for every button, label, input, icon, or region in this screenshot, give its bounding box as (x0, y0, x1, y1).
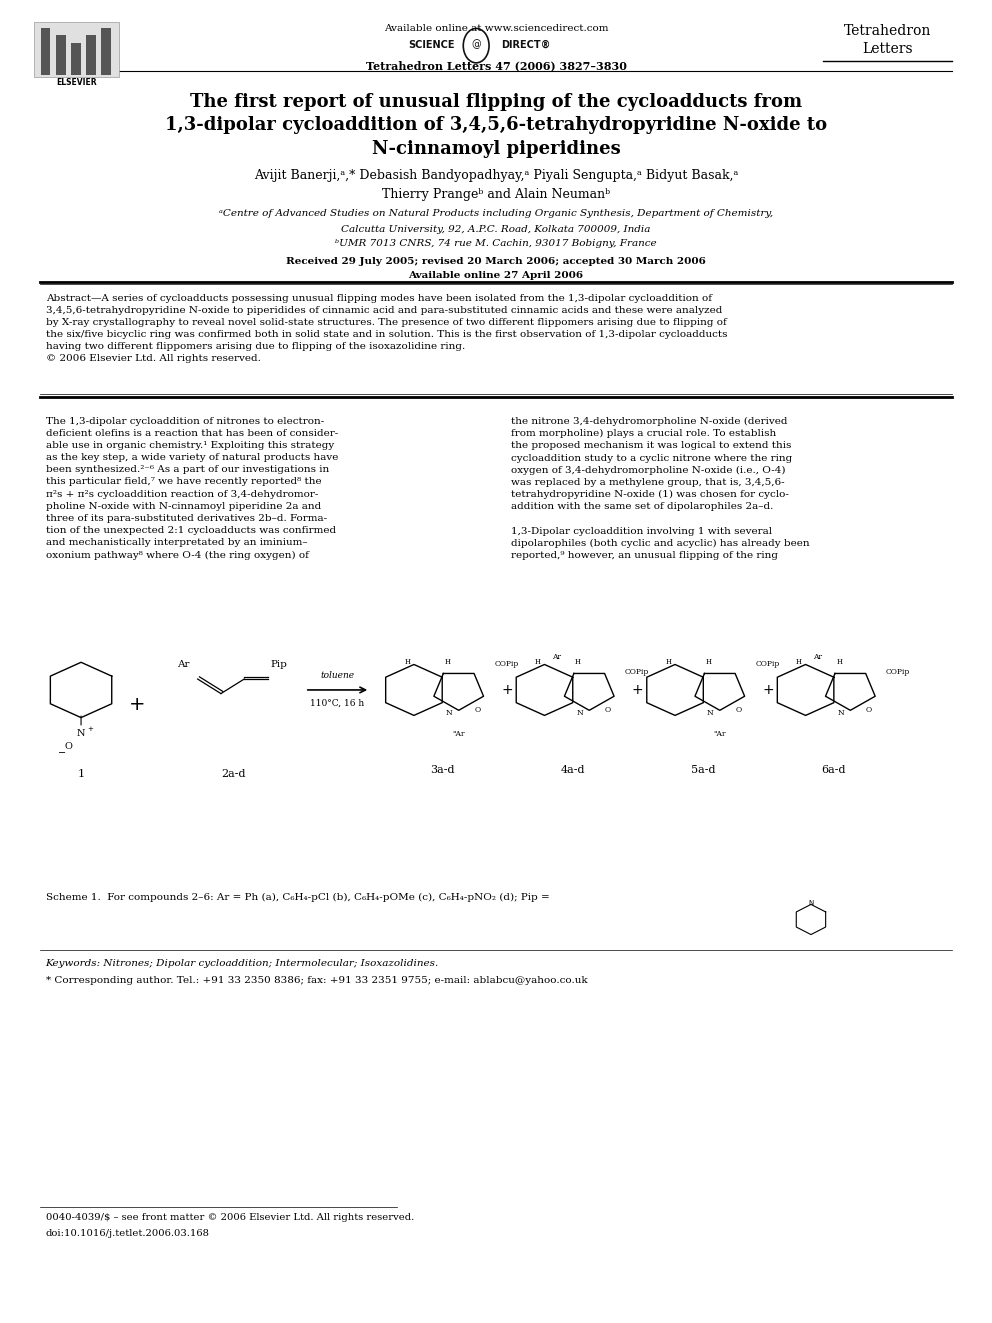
Text: toluene: toluene (320, 671, 354, 680)
Text: N: N (808, 900, 813, 906)
Text: ᵇUMR 7013 CNRS, 74 rue M. Cachin, 93017 Bobigny, France: ᵇUMR 7013 CNRS, 74 rue M. Cachin, 93017 … (335, 239, 657, 249)
Text: H: H (535, 659, 541, 667)
Text: H: H (575, 659, 581, 667)
Text: +: + (87, 725, 93, 732)
Text: 2a-d: 2a-d (221, 769, 245, 779)
Text: Tetrahedron: Tetrahedron (844, 24, 931, 38)
Text: H: H (796, 659, 803, 667)
Text: Ar: Ar (813, 654, 822, 662)
Text: H: H (836, 659, 842, 667)
Text: +: + (129, 695, 145, 714)
Text: H: H (666, 659, 672, 667)
Text: O: O (735, 706, 741, 714)
Text: N-cinnamoyl piperidines: N-cinnamoyl piperidines (372, 140, 620, 159)
Text: Avijit Banerji,ᵃ,* Debasish Bandyopadhyay,ᵃ Piyali Sengupta,ᵃ Bidyut Basak,ᵃ: Avijit Banerji,ᵃ,* Debasish Bandyopadhya… (254, 169, 738, 183)
Text: * Corresponding author. Tel.: +91 33 2350 8386; fax: +91 33 2351 9755; e-mail: a: * Corresponding author. Tel.: +91 33 235… (46, 976, 587, 986)
Text: 4a-d: 4a-d (560, 765, 584, 775)
Bar (41, 28, 51, 75)
Text: COPip: COPip (886, 668, 910, 676)
Text: −: − (59, 747, 66, 758)
Text: N: N (576, 709, 583, 717)
Text: ᵃCentre of Advanced Studies on Natural Products including Organic Synthesis, Dep: ᵃCentre of Advanced Studies on Natural P… (219, 209, 773, 218)
Text: 110°C, 16 h: 110°C, 16 h (310, 699, 365, 708)
Text: The 1,3-dipolar cycloaddition of nitrones to electron-
deficient olefins is a re: The 1,3-dipolar cycloaddition of nitrone… (46, 417, 338, 560)
Text: N: N (837, 709, 844, 717)
Text: Ar: Ar (553, 654, 561, 662)
Text: DIRECT®: DIRECT® (501, 40, 551, 50)
Text: Scheme 1.  For compounds 2–6: Ar = Ph (a), C₆H₄-pCl (b), C₆H₄-pOMe (c), C₆H₄-pNO: Scheme 1. For compounds 2–6: Ar = Ph (a)… (46, 893, 550, 902)
Text: H: H (444, 659, 450, 667)
Text: doi:10.1016/j.tetlet.2006.03.168: doi:10.1016/j.tetlet.2006.03.168 (46, 1229, 209, 1238)
Text: 6a-d: 6a-d (821, 765, 846, 775)
Text: +: + (632, 683, 644, 697)
Text: The first report of unusual flipping of the cycloadducts from: The first report of unusual flipping of … (189, 93, 803, 111)
Text: "Ar: "Ar (713, 729, 726, 738)
Text: 1,3-dipolar cycloaddition of 3,4,5,6-tetrahydropyridine N-oxide to: 1,3-dipolar cycloaddition of 3,4,5,6-tet… (165, 116, 827, 135)
Text: N: N (76, 729, 85, 738)
Bar (57, 36, 65, 75)
Text: Tetrahedron Letters 47 (2006) 3827–3830: Tetrahedron Letters 47 (2006) 3827–3830 (366, 60, 626, 71)
Text: SCIENCE: SCIENCE (409, 40, 454, 50)
Text: "Ar: "Ar (452, 729, 465, 738)
Bar (101, 28, 111, 75)
Text: O: O (65, 742, 72, 751)
Bar (86, 36, 95, 75)
Text: Ar: Ar (178, 660, 189, 669)
Text: Abstract—A series of cycloadducts possessing unusual flipping modes have been is: Abstract—A series of cycloadducts posses… (46, 294, 727, 364)
Text: Pip: Pip (271, 660, 288, 669)
Text: 1: 1 (77, 769, 84, 779)
Text: COPip: COPip (755, 660, 780, 668)
Bar (71, 42, 80, 75)
Text: Letters: Letters (862, 42, 914, 57)
Text: Received 29 July 2005; revised 20 March 2006; accepted 30 March 2006: Received 29 July 2005; revised 20 March … (286, 257, 706, 266)
Text: O: O (866, 706, 872, 714)
Text: Available online at www.sciencedirect.com: Available online at www.sciencedirect.co… (384, 24, 608, 33)
Text: Calcutta University, 92, A.P.C. Road, Kolkata 700009, India: Calcutta University, 92, A.P.C. Road, Ko… (341, 225, 651, 234)
Text: +: + (501, 683, 513, 697)
Text: 0040-4039/$ – see front matter © 2006 Elsevier Ltd. All rights reserved.: 0040-4039/$ – see front matter © 2006 El… (46, 1213, 414, 1222)
Text: COPip: COPip (625, 668, 649, 676)
Text: H: H (705, 659, 711, 667)
Text: @: @ (471, 40, 481, 49)
Text: Available online 27 April 2006: Available online 27 April 2006 (409, 271, 583, 280)
Text: ELSEVIER: ELSEVIER (57, 78, 97, 87)
Text: N: N (707, 709, 714, 717)
Bar (35, 22, 119, 77)
Text: N: N (446, 709, 452, 717)
Text: +: + (763, 683, 774, 697)
Text: 3a-d: 3a-d (430, 765, 454, 775)
Text: H: H (405, 659, 411, 667)
Text: Thierry Prangeᵇ and Alain Neumanᵇ: Thierry Prangeᵇ and Alain Neumanᵇ (382, 188, 610, 201)
Text: COPip: COPip (494, 660, 519, 668)
Text: O: O (474, 706, 480, 714)
Text: the nitrone 3,4-dehydromorpholine N-oxide (derived
from morpholine) plays a cruc: the nitrone 3,4-dehydromorpholine N-oxid… (511, 417, 809, 560)
Text: O: O (605, 706, 611, 714)
Text: Keywords: Nitrones; Dipolar cycloaddition; Intermolecular; Isoxazolidines.: Keywords: Nitrones; Dipolar cycloadditio… (46, 959, 438, 968)
Text: 5a-d: 5a-d (690, 765, 715, 775)
